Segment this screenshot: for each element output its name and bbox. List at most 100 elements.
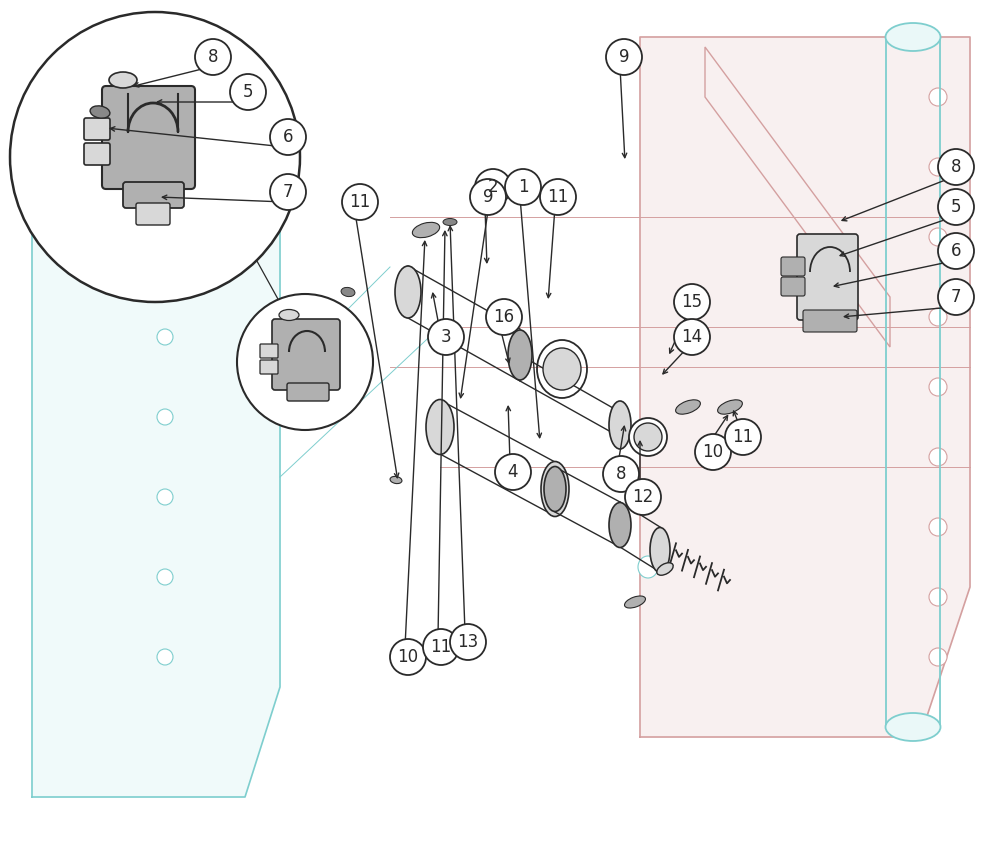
Circle shape bbox=[428, 319, 464, 355]
Circle shape bbox=[695, 434, 731, 470]
Circle shape bbox=[625, 479, 661, 515]
Circle shape bbox=[390, 639, 426, 675]
Ellipse shape bbox=[634, 423, 662, 451]
FancyBboxPatch shape bbox=[136, 203, 170, 225]
Circle shape bbox=[495, 454, 531, 490]
Text: 10: 10 bbox=[397, 648, 419, 666]
Circle shape bbox=[938, 233, 974, 269]
Circle shape bbox=[195, 39, 231, 75]
Text: 11: 11 bbox=[732, 428, 754, 446]
Text: 14: 14 bbox=[681, 328, 703, 346]
Text: 5: 5 bbox=[243, 83, 253, 101]
FancyBboxPatch shape bbox=[272, 319, 340, 390]
Circle shape bbox=[10, 12, 300, 302]
Text: 7: 7 bbox=[951, 288, 961, 306]
Circle shape bbox=[157, 249, 173, 265]
Circle shape bbox=[145, 147, 185, 187]
FancyBboxPatch shape bbox=[781, 257, 805, 276]
Text: 15: 15 bbox=[681, 293, 703, 311]
Circle shape bbox=[157, 489, 173, 505]
Text: 12: 12 bbox=[632, 488, 654, 506]
Ellipse shape bbox=[718, 400, 742, 414]
Polygon shape bbox=[32, 107, 280, 797]
Text: 11: 11 bbox=[349, 193, 371, 211]
Ellipse shape bbox=[443, 219, 457, 225]
Ellipse shape bbox=[341, 287, 355, 297]
Ellipse shape bbox=[676, 400, 700, 414]
Circle shape bbox=[929, 518, 947, 536]
Ellipse shape bbox=[886, 713, 940, 741]
Text: 9: 9 bbox=[619, 48, 629, 66]
FancyBboxPatch shape bbox=[102, 86, 195, 189]
Circle shape bbox=[929, 308, 947, 326]
Circle shape bbox=[725, 419, 761, 455]
Circle shape bbox=[929, 588, 947, 606]
Ellipse shape bbox=[543, 348, 581, 390]
Ellipse shape bbox=[544, 466, 566, 512]
Text: 2: 2 bbox=[488, 178, 498, 196]
Circle shape bbox=[929, 378, 947, 396]
FancyBboxPatch shape bbox=[84, 143, 110, 165]
Circle shape bbox=[929, 158, 947, 176]
Circle shape bbox=[157, 329, 173, 345]
Circle shape bbox=[606, 39, 642, 75]
Ellipse shape bbox=[541, 462, 569, 517]
Ellipse shape bbox=[503, 467, 517, 476]
Ellipse shape bbox=[279, 309, 299, 321]
Ellipse shape bbox=[609, 502, 631, 548]
Circle shape bbox=[157, 169, 173, 185]
FancyBboxPatch shape bbox=[260, 344, 278, 358]
Text: 9: 9 bbox=[483, 188, 493, 206]
Circle shape bbox=[674, 319, 710, 355]
Circle shape bbox=[486, 299, 522, 335]
Ellipse shape bbox=[625, 596, 645, 608]
Circle shape bbox=[938, 279, 974, 315]
Text: 11: 11 bbox=[547, 188, 569, 206]
Circle shape bbox=[674, 284, 710, 320]
Ellipse shape bbox=[657, 563, 673, 575]
Ellipse shape bbox=[90, 106, 110, 118]
FancyBboxPatch shape bbox=[260, 360, 278, 374]
Ellipse shape bbox=[629, 418, 667, 456]
Circle shape bbox=[157, 409, 173, 425]
FancyBboxPatch shape bbox=[287, 383, 329, 401]
Text: 13: 13 bbox=[457, 633, 479, 651]
Text: 6: 6 bbox=[283, 128, 293, 146]
FancyBboxPatch shape bbox=[84, 118, 110, 140]
Polygon shape bbox=[705, 47, 890, 347]
Text: 11: 11 bbox=[430, 638, 452, 656]
Ellipse shape bbox=[609, 401, 631, 449]
Text: 16: 16 bbox=[493, 308, 515, 326]
Circle shape bbox=[230, 74, 266, 110]
Text: 6: 6 bbox=[951, 242, 961, 260]
FancyBboxPatch shape bbox=[123, 182, 184, 208]
Circle shape bbox=[929, 448, 947, 466]
Circle shape bbox=[603, 456, 639, 492]
Ellipse shape bbox=[390, 476, 402, 483]
FancyBboxPatch shape bbox=[803, 310, 857, 332]
Circle shape bbox=[540, 179, 576, 215]
Text: 7: 7 bbox=[283, 183, 293, 201]
Ellipse shape bbox=[650, 528, 670, 572]
Circle shape bbox=[270, 119, 306, 155]
Circle shape bbox=[270, 174, 306, 210]
Circle shape bbox=[423, 629, 459, 665]
Circle shape bbox=[470, 179, 506, 215]
Ellipse shape bbox=[395, 266, 421, 318]
Circle shape bbox=[929, 88, 947, 106]
Text: 8: 8 bbox=[616, 465, 626, 483]
Circle shape bbox=[938, 149, 974, 185]
Ellipse shape bbox=[508, 330, 532, 380]
Ellipse shape bbox=[886, 23, 940, 51]
Circle shape bbox=[929, 648, 947, 666]
Circle shape bbox=[505, 169, 541, 205]
Circle shape bbox=[151, 123, 179, 151]
FancyBboxPatch shape bbox=[797, 234, 858, 320]
Text: 5: 5 bbox=[951, 198, 961, 216]
Text: 4: 4 bbox=[508, 463, 518, 481]
Text: 8: 8 bbox=[951, 158, 961, 176]
Circle shape bbox=[342, 184, 378, 220]
Text: 8: 8 bbox=[208, 48, 218, 66]
FancyBboxPatch shape bbox=[781, 277, 805, 296]
Text: 1: 1 bbox=[518, 178, 528, 196]
